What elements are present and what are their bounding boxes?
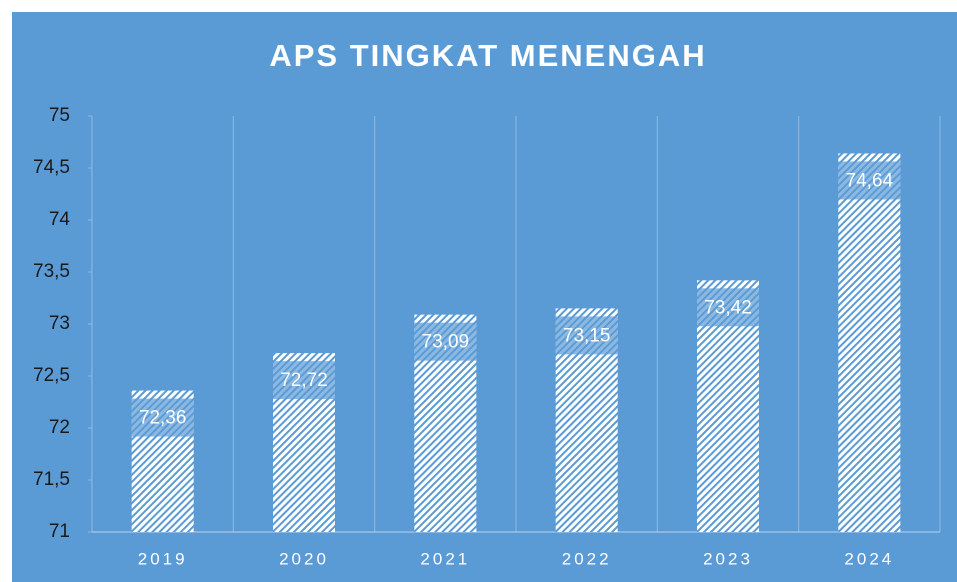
value-label-background (414, 322, 477, 361)
y-tick-label: 75 (49, 105, 70, 126)
x-tick-label: 2022 (562, 549, 612, 568)
y-tick-label: 74 (49, 209, 71, 230)
value-label: 73,42 (704, 297, 752, 318)
value-label-background (555, 316, 618, 355)
value-label-background (273, 361, 335, 400)
y-tick-label: 71 (49, 521, 70, 542)
x-tick-label: 2020 (279, 549, 329, 568)
y-tick-label: 71,5 (33, 469, 70, 490)
value-label-background (131, 398, 194, 437)
x-tick-label: 2019 (138, 549, 188, 568)
value-label: 73,15 (563, 325, 611, 346)
value-label-background (697, 288, 759, 327)
chart-title: APS TINGKAT MENENGAH (269, 38, 706, 73)
y-tick-label: 72,5 (33, 365, 70, 386)
bar (838, 153, 901, 532)
x-tick-label: 2023 (703, 549, 753, 568)
value-label: 72,72 (280, 370, 328, 391)
y-tick-label: 73 (49, 313, 70, 334)
y-tick-label: 73,5 (33, 261, 70, 282)
x-tick-label: 2021 (420, 549, 470, 568)
value-label: 72,36 (139, 408, 187, 429)
value-label-background (838, 161, 901, 200)
x-tick-label: 2024 (844, 549, 894, 568)
y-tick-label: 72 (49, 417, 70, 438)
value-label: 73,09 (422, 332, 470, 353)
value-label: 74,64 (846, 170, 894, 191)
y-tick-label: 74,5 (33, 157, 70, 178)
